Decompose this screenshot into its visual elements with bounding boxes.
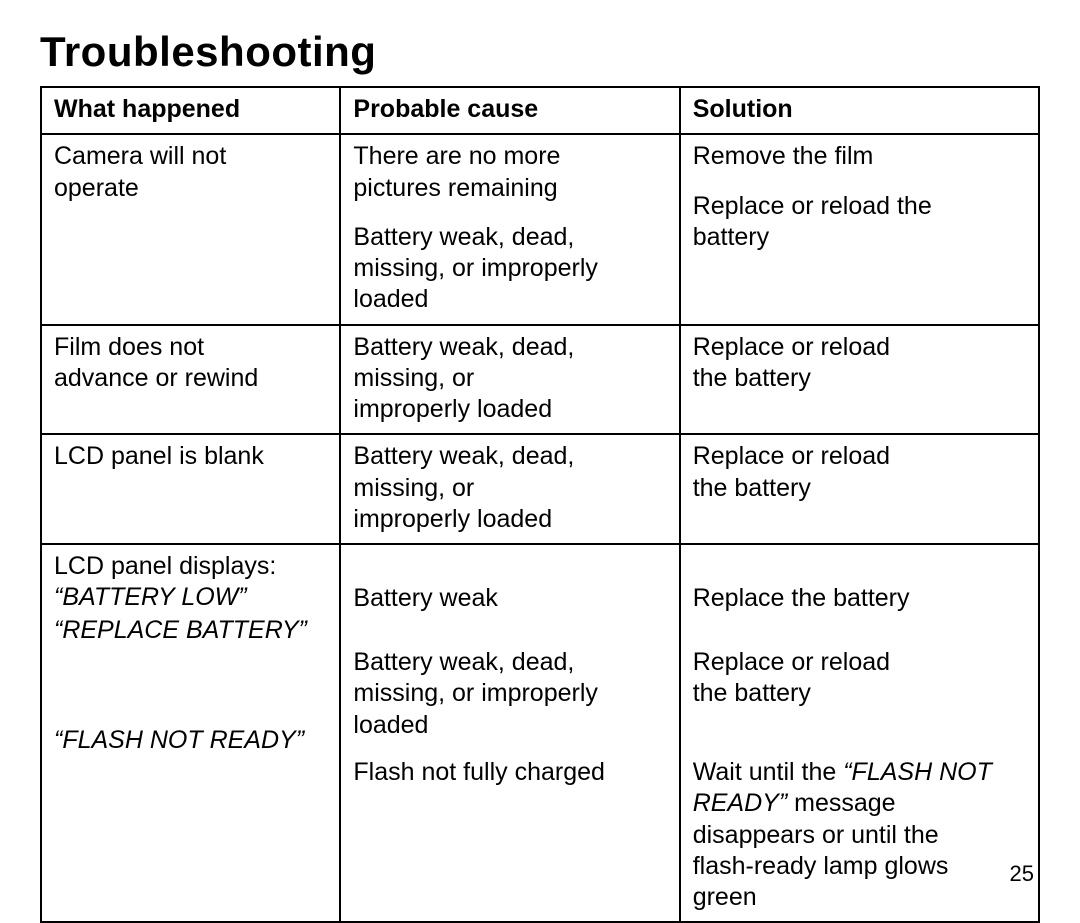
cell-text: There are no more pictures remaining (353, 141, 633, 204)
cell-text: Replace the battery (693, 584, 910, 612)
cell-what: LCD panel is blank (41, 434, 340, 544)
cell-text: Replace or reload the battery (693, 647, 913, 710)
lcd-group: “FLASH NOT READY” (54, 725, 329, 875)
cell-text: Replace or reload the battery (693, 441, 913, 504)
cell-text: Replace or reload the battery (693, 332, 913, 395)
cause-group: Battery weak, dead, missing, or improper… (353, 647, 668, 757)
table-header-row: What happened Probable cause Solution (41, 87, 1039, 134)
cause-group: Battery weak (353, 551, 668, 647)
cell-what: LCD panel displays: “BATTERY LOW” “REPLA… (41, 544, 340, 922)
col-header-cause: Probable cause (340, 87, 679, 134)
cell-text: Flash not fully charged (353, 758, 605, 786)
lcd-message: “FLASH NOT READY” (54, 725, 329, 756)
cell-cause: There are no more pictures remaining Bat… (340, 134, 679, 324)
lcd-group: LCD panel displays: “BATTERY LOW” (54, 551, 329, 615)
manual-page: Troubleshooting What happened Probable c… (0, 0, 1080, 909)
cell-text: Wait until the “FLASH NOT READY” message… (693, 757, 993, 913)
table-row: Camera will not operate There are no mor… (41, 134, 1039, 324)
cell-solution: Replace or reload the battery (680, 325, 1039, 435)
cell-what: Film does not advance or rewind (41, 325, 340, 435)
table-row: Film does not advance or rewind Battery … (41, 325, 1039, 435)
sol-group: Replace or reload the battery (693, 647, 1028, 757)
cell-solution: Remove the film Replace or reload the ba… (680, 134, 1039, 324)
lcd-message: “BATTERY LOW” (54, 582, 329, 613)
col-header-solution: Solution (680, 87, 1039, 134)
cell-text: Battery weak, dead, missing, or improper… (353, 441, 593, 535)
table-row: LCD panel is blank Battery weak, dead, m… (41, 434, 1039, 544)
cell-text: Film does not advance or rewind (54, 332, 284, 395)
lcd-group: “REPLACE BATTERY” (54, 615, 329, 725)
cell-solution: Replace the battery Replace or reload th… (680, 544, 1039, 922)
col-header-what: What happened (41, 87, 340, 134)
cell-cause: Battery weak, dead, missing, or improper… (340, 434, 679, 544)
cell-what: Camera will not operate (41, 134, 340, 324)
page-title: Troubleshooting (40, 28, 1040, 76)
cell-text: Battery weak, dead, missing, or improper… (353, 222, 633, 316)
cell-text: LCD panel displays: (54, 551, 329, 582)
troubleshooting-table: What happened Probable cause Solution Ca… (40, 86, 1040, 923)
cell-text: Battery weak, dead, missing, or improper… (353, 647, 633, 741)
cell-solution: Replace or reload the battery (680, 434, 1039, 544)
lcd-message: “REPLACE BATTERY” (54, 615, 329, 646)
cell-text: Battery weak, dead, missing, or improper… (353, 332, 593, 426)
table-row: LCD panel displays: “BATTERY LOW” “REPLA… (41, 544, 1039, 922)
cell-cause: Battery weak, dead, missing, or improper… (340, 325, 679, 435)
cell-text: Battery weak (353, 584, 498, 612)
sol-group: Replace the battery (693, 551, 1028, 647)
cell-text: Remove the film (693, 141, 973, 172)
page-number: 25 (1010, 861, 1034, 887)
sol3-pre: Wait until the (693, 758, 844, 786)
cell-text: Replace or reload the battery (693, 191, 973, 254)
cell-cause: Battery weak Battery weak, dead, missing… (340, 544, 679, 922)
cell-text: LCD panel is blank (54, 442, 264, 470)
cell-text: Camera will not operate (54, 141, 234, 204)
cause-group: Flash not fully charged (353, 757, 668, 907)
sol-group: Wait until the “FLASH NOT READY” message… (693, 757, 1028, 913)
